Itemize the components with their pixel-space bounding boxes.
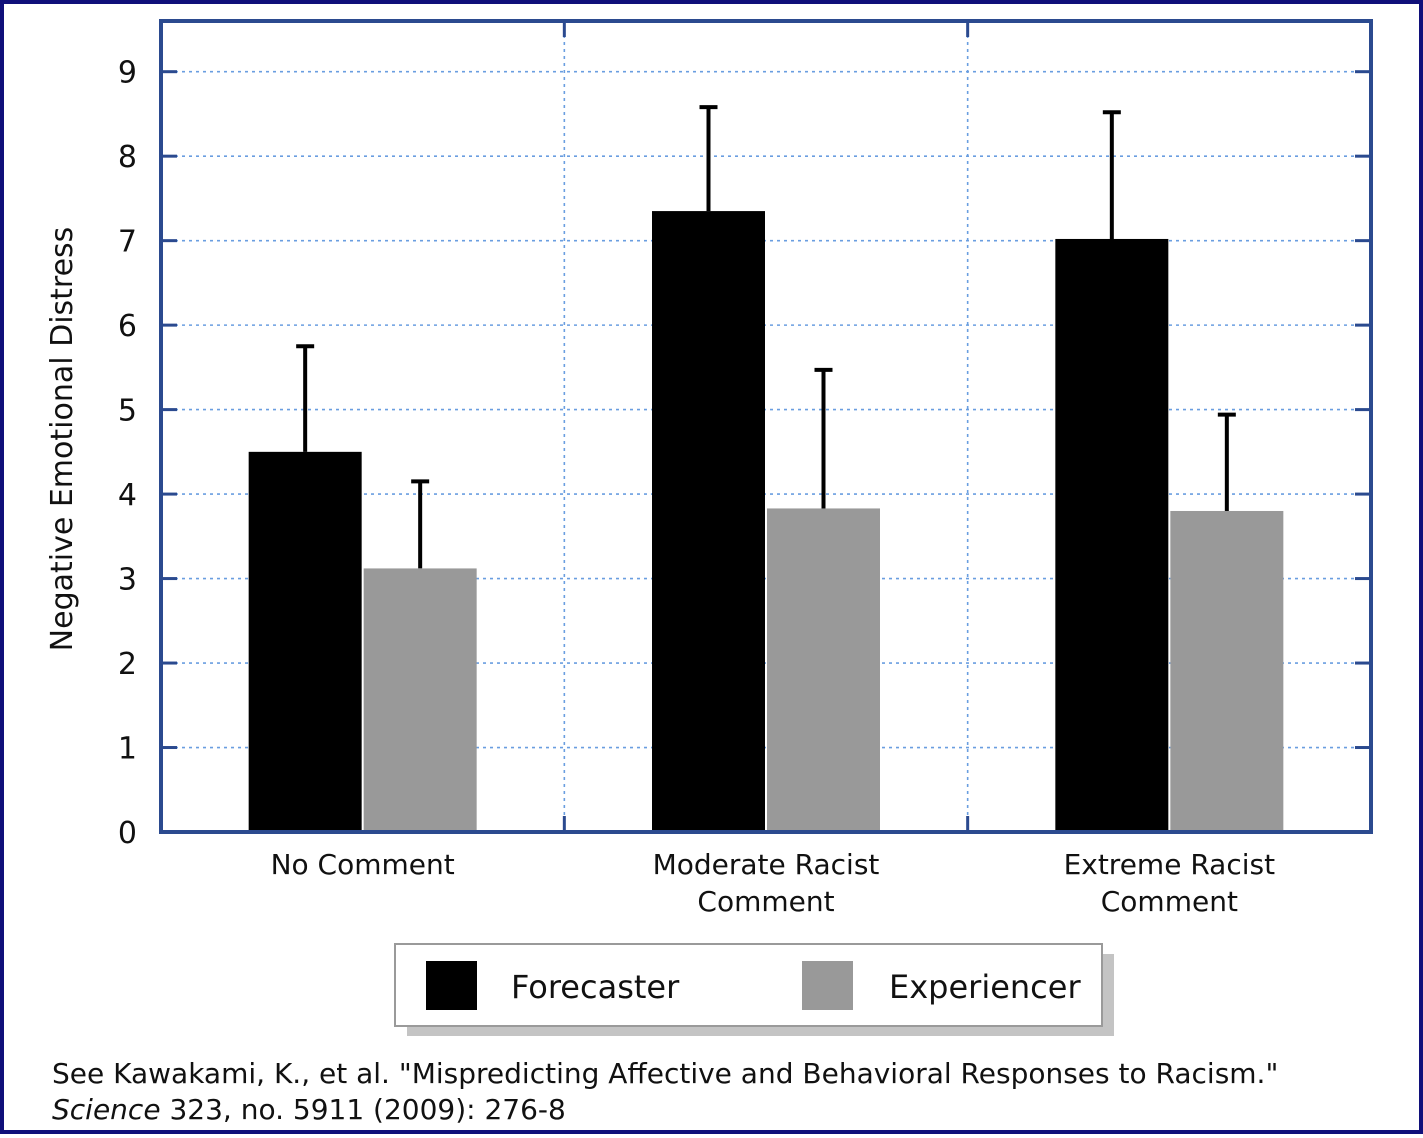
citation: See Kawakami, K., et al. "Mispredicting …: [52, 1056, 1278, 1128]
bar-experiencer: [767, 508, 880, 832]
bar-experiencer: [363, 568, 477, 832]
y-tick-label: 9: [118, 56, 137, 91]
y-tick-label: 3: [118, 563, 137, 598]
y-tick-label: 8: [118, 140, 137, 175]
y-tick-label: 1: [118, 732, 137, 767]
y-tick-label: 5: [118, 394, 137, 429]
citation-journal: Science: [52, 1093, 161, 1126]
y-tick-label: 0: [118, 816, 137, 851]
plot-border: [159, 19, 1373, 834]
gridlines: [161, 21, 1371, 832]
plot-frame: [159, 19, 1373, 834]
y-tick-labels: 0 1 2 3 4 5 6 7 8 9: [118, 56, 137, 851]
bar-forecaster: [652, 211, 765, 832]
category-labels: No Comment Moderate Racist Comment Extreme …: [271, 848, 1276, 918]
category-label: Moderate Racist: [653, 848, 880, 881]
y-tick-label: 2: [118, 647, 137, 682]
bar-experiencer: [1170, 510, 1284, 832]
bar-forecaster: [1055, 238, 1169, 833]
category-label: Comment: [1101, 885, 1238, 918]
y-tick-label: 7: [118, 225, 137, 260]
citation-line-2: Science 323, no. 5911 (2009): 276-8: [52, 1092, 1278, 1128]
legend-swatch-forecaster: [426, 961, 477, 1010]
y-axis-label: Negative Emotional Distress: [45, 227, 80, 652]
category-label: No Comment: [271, 848, 455, 881]
bar-chart: 0 1 2 3 4 5 6 7 8 9 No Comment Moderate Racist Comm…: [45, 19, 1373, 1036]
legend: Forecaster Experiencer: [394, 943, 1114, 1036]
category-label: Extreme Racist: [1064, 848, 1276, 881]
citation-line-1: See Kawakami, K., et al. "Mispredicting …: [52, 1057, 1279, 1090]
category-label: Comment: [697, 885, 834, 918]
legend-label-forecaster: Forecaster: [511, 968, 680, 1006]
y-tick-label: 4: [118, 478, 137, 513]
legend-box: [394, 943, 1103, 1027]
y-tick-label: 6: [118, 309, 137, 344]
bar-forecaster: [248, 451, 362, 832]
legend-swatch-experiencer: [802, 961, 853, 1010]
legend-label-experiencer: Experiencer: [889, 968, 1081, 1006]
bars: [248, 105, 1284, 833]
citation-details: 323, no. 5911 (2009): 276-8: [160, 1093, 566, 1126]
